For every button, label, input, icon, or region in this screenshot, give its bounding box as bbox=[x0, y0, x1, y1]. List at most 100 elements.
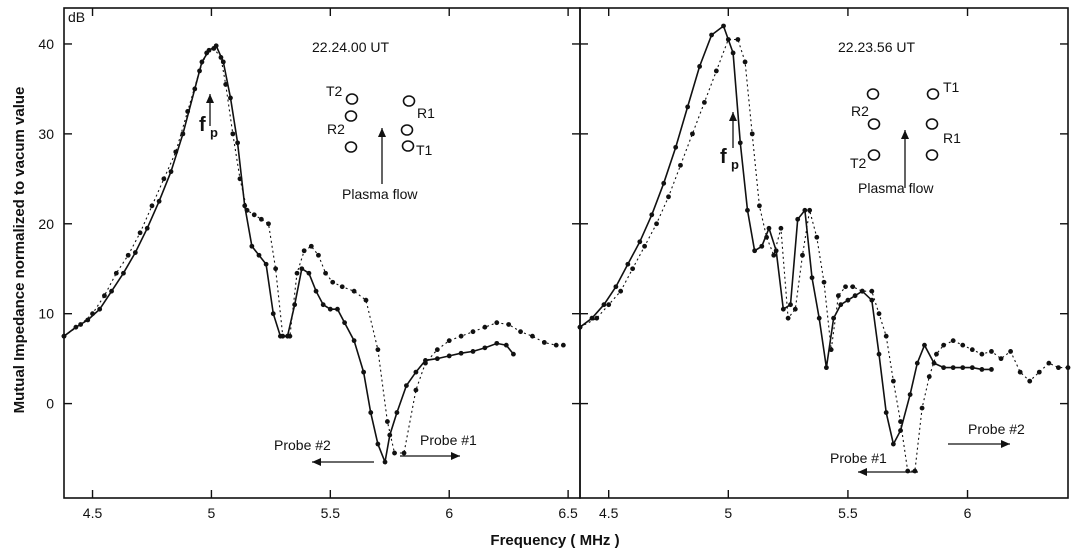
antenna-label-r1: R1 bbox=[417, 105, 435, 121]
antenna-label-r2: R2 bbox=[327, 121, 345, 137]
chart-panel-1: 4.5 5 5.5 6 6.5 0 10 20 30 40 22.24.00 UT f p T2 R2 R1 T… bbox=[38, 7, 581, 521]
data-point bbox=[249, 243, 255, 249]
data-point bbox=[258, 216, 264, 222]
series-line-solid bbox=[579, 24, 992, 447]
series-line-dotted bbox=[63, 47, 564, 454]
data-point bbox=[530, 333, 535, 339]
antenna-label-t1: T1 bbox=[943, 79, 960, 95]
data-point bbox=[869, 288, 875, 294]
data-point bbox=[308, 243, 314, 249]
data-point bbox=[1046, 360, 1052, 366]
probe-antenna-circle bbox=[344, 141, 358, 153]
data-point bbox=[831, 315, 836, 321]
data-point bbox=[458, 350, 464, 356]
data-point bbox=[301, 248, 307, 254]
data-point bbox=[382, 459, 388, 465]
data-point bbox=[759, 243, 765, 249]
data-point bbox=[446, 353, 452, 359]
data-point bbox=[606, 302, 612, 308]
data-point bbox=[306, 270, 312, 276]
data-point bbox=[220, 59, 226, 65]
data-point bbox=[757, 203, 762, 209]
data-point bbox=[204, 50, 210, 56]
x-axis-label: Frequency ( MHz ) bbox=[490, 532, 619, 549]
data-point bbox=[392, 450, 397, 456]
data-point bbox=[494, 320, 500, 326]
data-point bbox=[876, 351, 882, 357]
data-point bbox=[192, 86, 198, 92]
x-tick-label: 4.5 bbox=[599, 505, 619, 521]
data-point bbox=[838, 302, 844, 308]
data-point bbox=[912, 468, 918, 474]
data-point bbox=[330, 279, 336, 285]
data-point bbox=[969, 347, 975, 353]
data-point bbox=[218, 55, 224, 60]
data-point bbox=[121, 270, 126, 276]
data-point bbox=[351, 288, 357, 294]
antenna-label-r1: R1 bbox=[943, 130, 961, 146]
data-point bbox=[876, 311, 882, 317]
data-point bbox=[470, 349, 476, 354]
probe-label-left: Probe #1 bbox=[830, 450, 887, 466]
data-point bbox=[1008, 349, 1013, 354]
data-point bbox=[642, 243, 647, 249]
data-point bbox=[934, 351, 939, 357]
data-point bbox=[835, 293, 841, 299]
probe-antenna-circle bbox=[867, 149, 881, 161]
plasma-flow-label: Plasma flow bbox=[858, 180, 934, 196]
series-line-solid bbox=[63, 44, 515, 465]
data-point bbox=[960, 365, 966, 371]
fp-subscript: p bbox=[731, 157, 739, 172]
data-point bbox=[742, 59, 748, 65]
data-point bbox=[919, 405, 925, 411]
data-point bbox=[780, 306, 786, 312]
data-point bbox=[273, 266, 279, 272]
data-point bbox=[795, 216, 801, 222]
data-point bbox=[97, 306, 103, 312]
data-point bbox=[553, 342, 559, 348]
data-point bbox=[905, 468, 911, 474]
data-point bbox=[1036, 369, 1042, 375]
data-point bbox=[690, 131, 695, 137]
y-tick-label: 20 bbox=[38, 216, 54, 232]
probe-antenna-circle bbox=[345, 93, 359, 105]
data-point bbox=[446, 338, 452, 344]
probe-antenna-circle bbox=[344, 110, 358, 122]
data-point bbox=[673, 144, 679, 150]
probe-antenna-circle bbox=[926, 88, 940, 100]
probe-antenna-circle bbox=[867, 118, 881, 130]
data-point bbox=[654, 221, 659, 227]
data-point bbox=[316, 252, 321, 258]
data-point bbox=[883, 410, 889, 415]
data-point bbox=[845, 297, 851, 303]
data-point bbox=[785, 315, 791, 321]
data-point bbox=[287, 333, 293, 339]
data-point bbox=[788, 302, 793, 308]
probe-label-left: Probe #2 bbox=[274, 437, 331, 453]
data-point bbox=[518, 329, 523, 335]
data-point bbox=[375, 441, 381, 447]
data-point bbox=[263, 261, 269, 267]
fp-label: f bbox=[199, 114, 206, 136]
data-point bbox=[482, 345, 488, 351]
plasma-flow-label: Plasma flow bbox=[342, 186, 418, 202]
data-point bbox=[979, 351, 985, 357]
data-point bbox=[950, 365, 956, 371]
data-point bbox=[816, 315, 822, 321]
data-point bbox=[821, 279, 827, 285]
data-point bbox=[292, 302, 298, 308]
plot-frame bbox=[63, 7, 581, 499]
data-point bbox=[979, 367, 985, 372]
x-tick-label: 5 bbox=[208, 505, 216, 521]
data-point bbox=[363, 297, 369, 303]
data-point bbox=[125, 252, 131, 258]
data-point bbox=[852, 293, 858, 299]
data-point bbox=[384, 419, 390, 424]
data-point bbox=[771, 252, 777, 258]
data-point bbox=[320, 302, 326, 308]
data-point bbox=[922, 342, 927, 348]
data-point bbox=[926, 374, 932, 380]
antenna-label-t1: T1 bbox=[416, 142, 433, 158]
